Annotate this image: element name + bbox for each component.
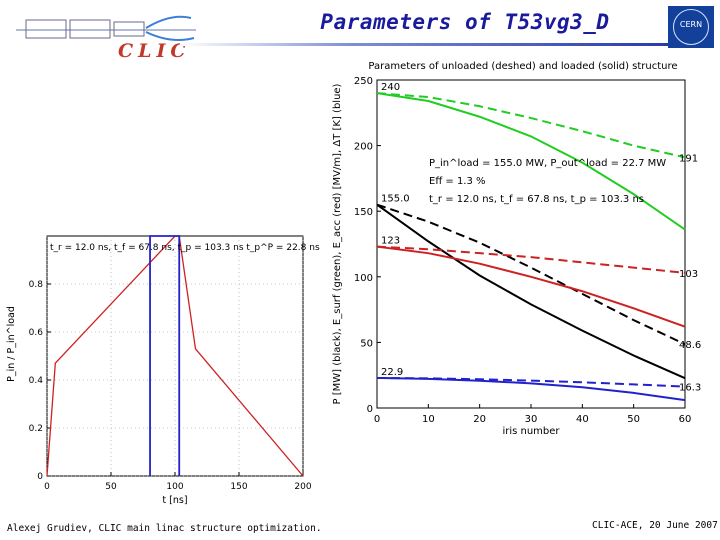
beam-flash (145, 31, 195, 41)
params-x-tick-label: 10 (422, 414, 435, 425)
params-x-axis-label: iris number (502, 426, 560, 437)
params-value-label: 48.6 (679, 340, 701, 351)
params-value-label: 103 (679, 269, 698, 280)
params-value-label: 16.3 (679, 383, 701, 394)
footer-event: CLIC-ACE, 20 June 2007 (592, 520, 718, 531)
params-x-tick-label: 0 (374, 414, 380, 425)
params-series-loaded (376, 203, 686, 380)
params-series-loaded (376, 376, 686, 402)
params-annotation: P_in^load = 155.0 MW, P_out^load = 22.7 … (429, 158, 666, 169)
footer-author: Alexej Grudiev, CLIC main linac structur… (7, 523, 322, 534)
cern-logo-ring (673, 9, 709, 45)
pulse-series-line (149, 235, 181, 476)
pulse-y-tick-label: 0.8 (29, 280, 44, 290)
params-annotation: Eff = 1.3 % (429, 176, 486, 187)
pulse-y-tick-label: 0.6 (29, 328, 44, 338)
beamline-module (25, 19, 67, 39)
beamline-module (113, 21, 145, 37)
params-value-label: 191 (679, 153, 698, 164)
params-series-unloaded (376, 92, 686, 159)
params-value-label: 240 (381, 82, 400, 93)
params-y-tick-label: 100 (354, 273, 373, 284)
params-series-loaded (376, 245, 686, 328)
beamline-graphic (6, 8, 206, 52)
params-plot-frame (376, 79, 686, 409)
pulse-x-tick-label: 100 (166, 482, 183, 492)
pulse-y-tick-label: 0 (37, 472, 43, 482)
pulse-x-tick-label: 50 (105, 482, 117, 492)
pulse-x-tick-label: 150 (230, 482, 247, 492)
cern-logo: CERN (668, 6, 714, 48)
params-x-tick-label: 30 (525, 414, 538, 425)
pulse-annotation: t_r = 12.0 ns, t_f = 67.8 ns, t_p = 103.… (50, 243, 320, 253)
params-y-tick-label: 50 (360, 338, 373, 349)
params-series-unloaded (376, 203, 686, 346)
params-series-unloaded (376, 245, 686, 274)
params-y-axis-label: P [MW] (black), E_surf (green), E_acc (r… (332, 83, 343, 404)
pulse-x-tick-label: 200 (294, 482, 311, 492)
header-rule (180, 43, 668, 46)
params-y-tick-label: 250 (354, 76, 373, 87)
pulse-y-tick-label: 0.2 (29, 424, 43, 434)
params-series-loaded (376, 92, 686, 231)
cern-logo-text: CERN (679, 20, 703, 29)
beamline-svg (16, 15, 196, 41)
params-annotation: t_r = 12.0 ns, t_f = 67.8 ns, t_p = 103.… (429, 194, 644, 205)
pulse-x-tick-label: 0 (44, 482, 50, 492)
pulse-y-axis-label: P_in / P_in^load (6, 306, 17, 382)
params-series-unloaded (376, 376, 686, 388)
page-title: Parameters of T53vg3_D (320, 10, 610, 34)
params-x-tick-label: 60 (679, 414, 692, 425)
params-y-tick-label: 0 (367, 404, 373, 415)
pulse-y-tick-label: 0.4 (29, 376, 44, 386)
params-title: Parameters of unloaded (deshed) and load… (368, 61, 677, 72)
beamline-module (69, 19, 111, 39)
beam-flash (145, 15, 192, 29)
params-x-tick-label: 40 (576, 414, 589, 425)
params-y-tick-label: 150 (354, 207, 373, 218)
params-value-label: 155.0 (381, 194, 410, 205)
params-value-label: 22.9 (381, 367, 403, 378)
params-y-tick-label: 200 (354, 142, 373, 153)
params-value-label: 123 (381, 236, 400, 247)
params-x-tick-label: 50 (627, 414, 640, 425)
params-x-tick-label: 20 (473, 414, 486, 425)
clic-logo: CLIC (118, 40, 191, 62)
pulse-x-axis-label: t [ns] (162, 495, 187, 506)
